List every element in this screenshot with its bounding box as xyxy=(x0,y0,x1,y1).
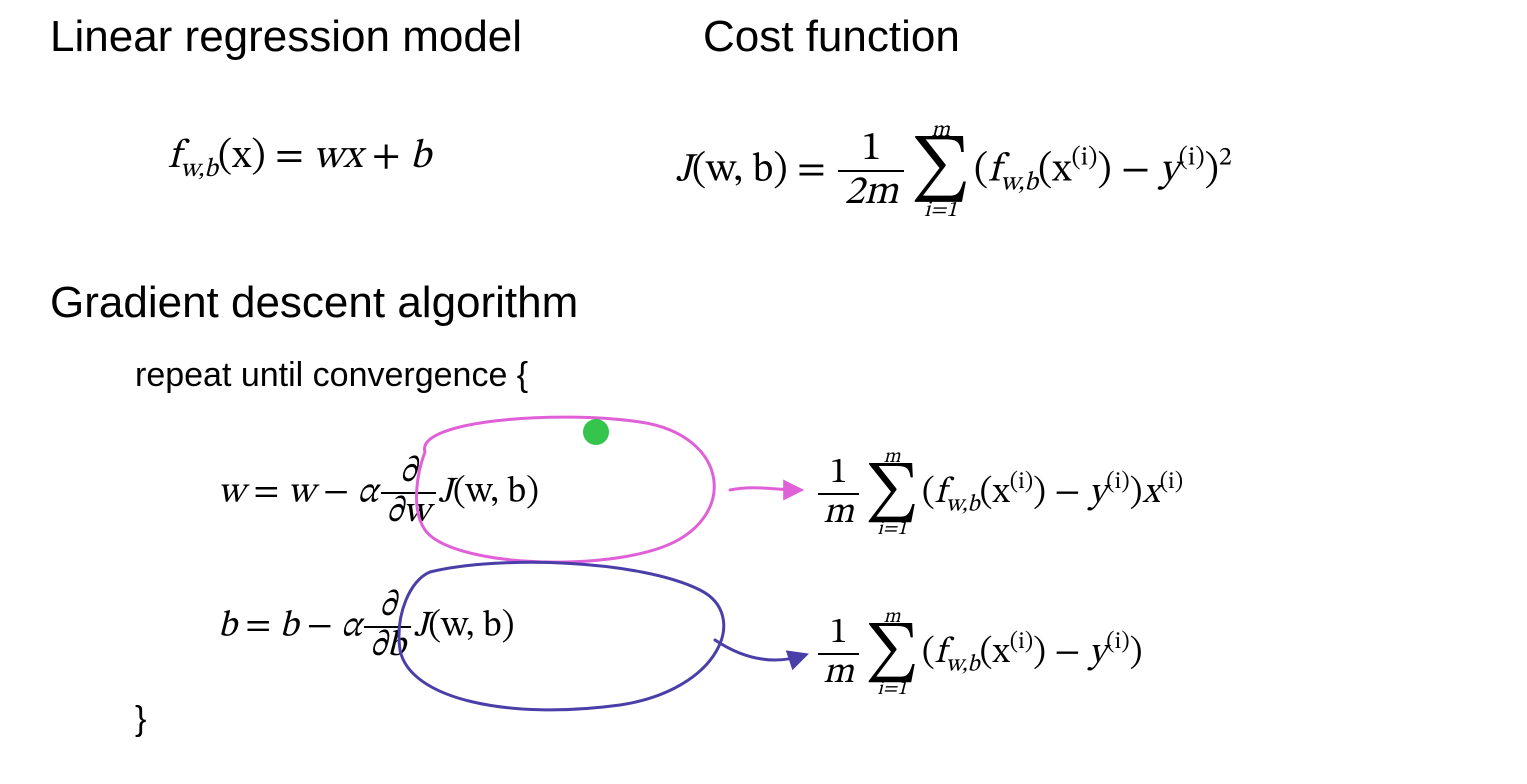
cf-open: ( xyxy=(974,150,988,190)
cf-x: (x xyxy=(1038,150,1071,190)
dw-num: 1 xyxy=(818,455,859,493)
gdw-pden: ∂w xyxy=(381,492,436,532)
fm-plus: + xyxy=(362,137,410,177)
slide: Linear regression model Cost function Gr… xyxy=(0,0,1527,784)
gdw-lhs: w xyxy=(218,474,245,510)
formula-cost-function: J(w, b) = 12mm∑i=1(fw,b(x(i)) − y(i))2 xyxy=(676,120,1232,222)
db-sum-bot: i=1 xyxy=(865,680,919,700)
cf-y: y xyxy=(1159,150,1178,190)
gdb-eq: = xyxy=(237,608,280,644)
cf-sq: 2 xyxy=(1219,146,1232,172)
text-repeat-until: repeat until convergence { xyxy=(135,356,528,395)
gdw-J: J xyxy=(439,474,453,510)
cf-args: (w, b) xyxy=(692,150,788,190)
sigma-icon: ∑ xyxy=(865,468,919,520)
cf-f: f xyxy=(988,150,1000,190)
formula-linear-model: fw,b(x) = wx + b xyxy=(168,132,431,187)
heading-cost-function: Cost function xyxy=(703,12,960,62)
dw-sum-bot: i=1 xyxy=(865,520,919,540)
db-close: ) xyxy=(1130,635,1143,671)
dw-xclose: ) xyxy=(1033,475,1046,511)
gdb-args: (w, b) xyxy=(428,608,514,644)
cf-ysup: (i) xyxy=(1179,146,1205,172)
dw-close: ) xyxy=(1130,475,1143,511)
gdb-lhs: b xyxy=(218,608,237,644)
heading-gradient-descent: Gradient descent algorithm xyxy=(50,278,578,328)
cf-frac: 12m xyxy=(838,128,904,214)
cf-eq: = xyxy=(788,150,836,190)
fm-sub-wb: w,b xyxy=(180,157,218,183)
cf-xclose: ) xyxy=(1097,150,1111,190)
formula-deriv-b: 1mm∑i=1(fw,b(x(i)) − y(i)) xyxy=(815,608,1142,699)
gdb-alpha: α xyxy=(341,608,361,644)
sigma-icon: ∑ xyxy=(865,628,919,680)
cf-sum-bot: i=1 xyxy=(911,200,971,222)
dw-tailsup: (i) xyxy=(1160,470,1183,494)
gdw-minus: − xyxy=(315,474,358,510)
gdw-eq: = xyxy=(245,474,288,510)
cf-J: J xyxy=(676,150,692,190)
gdw-alpha: α xyxy=(358,474,378,510)
dw-den: m xyxy=(818,493,859,533)
dw-open: ( xyxy=(922,475,935,511)
gdb-J: J xyxy=(414,608,428,644)
cf-close: ) xyxy=(1205,150,1219,190)
annotation-arrow-b-icon xyxy=(715,640,805,660)
db-sum: m∑i=1 xyxy=(865,608,919,699)
cf-sum: m∑i=1 xyxy=(911,120,971,222)
formula-deriv-w: 1mm∑i=1(fw,b(x(i)) − y(i))x(i) xyxy=(815,448,1183,539)
dw-xsup: (i) xyxy=(1010,470,1033,494)
dw-frac: 1m xyxy=(818,455,859,533)
db-frac: 1m xyxy=(818,615,859,693)
db-ysup: (i) xyxy=(1106,630,1129,654)
cf-sub: w,b xyxy=(1000,170,1038,196)
db-f: f xyxy=(935,635,946,671)
dw-minus: − xyxy=(1046,475,1089,511)
fm-x: (x) xyxy=(218,137,266,177)
gdb-b: b xyxy=(280,608,299,644)
db-sub: w,b xyxy=(946,652,980,676)
db-open: ( xyxy=(922,635,935,671)
dw-sum: m∑i=1 xyxy=(865,448,919,539)
cf-xsup: (i) xyxy=(1071,146,1097,172)
formula-gd-b: b = b − α∂∂bJ(w, b) xyxy=(218,588,515,666)
db-minus: − xyxy=(1046,635,1089,671)
fm-eq: = xyxy=(266,137,314,177)
dw-y: y xyxy=(1089,475,1106,511)
formula-gd-w: w = w − α∂∂wJ(w, b) xyxy=(218,454,539,532)
fm-wx: wx xyxy=(313,137,362,177)
db-xsup: (i) xyxy=(1010,630,1033,654)
gdb-pden: ∂b xyxy=(364,626,411,666)
text-close-brace: } xyxy=(135,700,146,739)
gdw-args: (w, b) xyxy=(453,474,539,510)
gdw-partial: ∂∂w xyxy=(381,454,436,532)
db-den: m xyxy=(818,653,859,693)
sigma-icon: ∑ xyxy=(911,142,971,200)
cf-minus: − xyxy=(1112,150,1160,190)
gdb-minus: − xyxy=(298,608,341,644)
db-num: 1 xyxy=(818,615,859,653)
heading-linear-model: Linear regression model xyxy=(50,12,522,62)
gdw-w: w xyxy=(288,474,315,510)
fm-b: b xyxy=(410,137,431,177)
cf-frac-num: 1 xyxy=(838,128,904,170)
fm-f: f xyxy=(168,137,180,177)
gdb-pnum: ∂ xyxy=(364,588,411,626)
dw-ysup: (i) xyxy=(1106,470,1129,494)
db-xclose: ) xyxy=(1033,635,1046,671)
db-y: y xyxy=(1089,635,1106,671)
annotation-arrow-w-icon xyxy=(730,488,800,490)
dw-f: f xyxy=(935,475,946,511)
dw-sub: w,b xyxy=(946,492,980,516)
dw-tailx: x xyxy=(1142,475,1159,511)
annotation-green-dot-icon xyxy=(583,419,609,445)
cf-frac-den: 2m xyxy=(838,170,904,214)
gdw-pnum: ∂ xyxy=(381,454,436,492)
dw-x: (x xyxy=(980,475,1010,511)
db-x: (x xyxy=(980,635,1010,671)
gdb-partial: ∂∂b xyxy=(364,588,411,666)
